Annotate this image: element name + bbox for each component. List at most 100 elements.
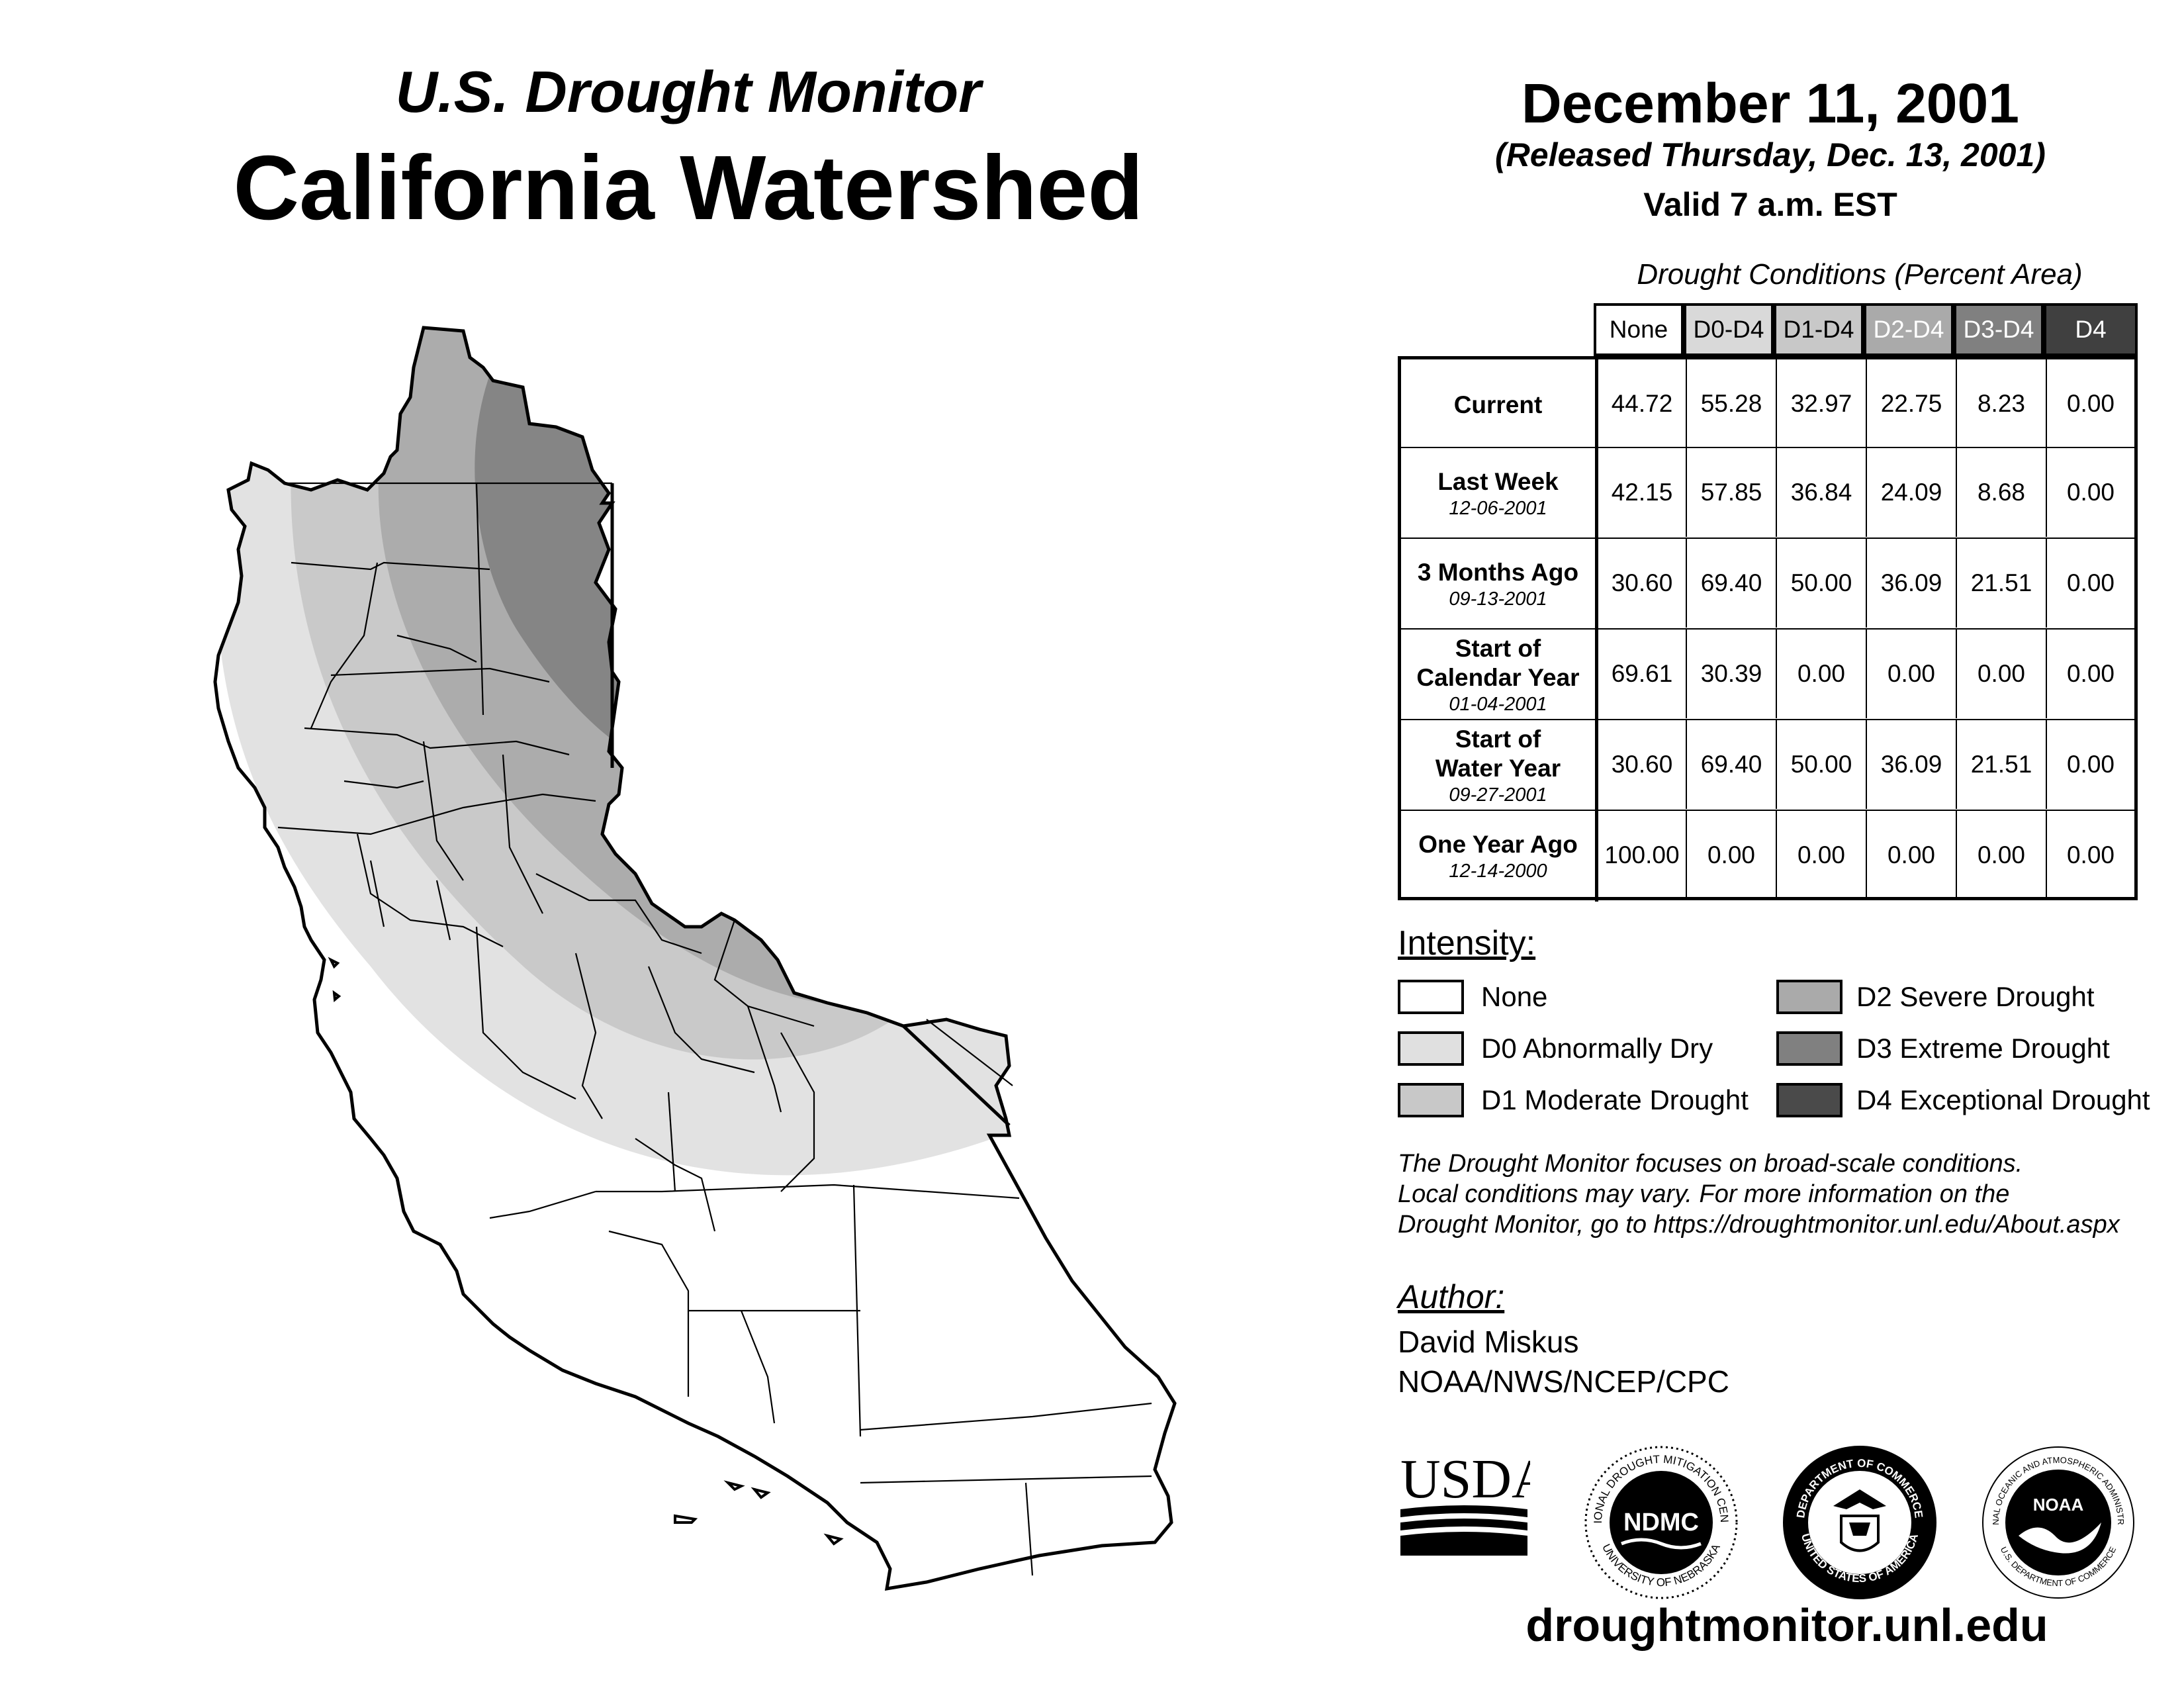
table-cell: 44.72 (1598, 359, 1687, 448)
legend-swatch-d4 (1776, 1083, 1843, 1117)
drought-shading (216, 328, 1175, 1176)
ndmc-logo: NATIONAL DROUGHT MITIGATION CENTER UNIVE… (1582, 1443, 1738, 1599)
row-label: Start of Water Year 09-27-2001 (1401, 720, 1598, 811)
table-cell: 0.00 (1777, 811, 1867, 900)
table-cell: 36.84 (1777, 448, 1867, 537)
author-heading: Author: (1398, 1278, 1505, 1315)
row-label-second-line: Water Year (1435, 754, 1561, 782)
table-row: Last Week 12-06-2001 42.15 57.85 36.84 24.09 8… (1398, 447, 2138, 539)
footer-url[interactable]: droughtmonitor.unl.edu (1525, 1599, 2048, 1651)
table-cell: 21.51 (1957, 539, 2047, 628)
legend-label-d0: D0 Abnormally Dry (1481, 1033, 1713, 1064)
table-row: Start of Water Year 09-27-2001 30.60 69.40 50… (1398, 719, 2138, 811)
table-cell: 32.97 (1777, 359, 1867, 448)
table-cell: 69.61 (1598, 630, 1687, 718)
table-cell: 0.00 (1687, 811, 1777, 900)
row-label-main: Start of (1455, 634, 1541, 662)
row-label: One Year Ago 12-14-2000 (1401, 811, 1598, 902)
table-cell: 8.23 (1957, 359, 2047, 448)
row-label: 3 Months Ago 09-13-2001 (1401, 539, 1598, 630)
author-name: David Miskus (1398, 1325, 1579, 1359)
legend-swatch-none (1398, 980, 1464, 1014)
table-cell: 0.00 (2066, 751, 2115, 778)
map-subtitle: U.S. Drought Monitor (395, 59, 981, 124)
row-label-second-line: Calendar Year (1416, 663, 1580, 691)
col-header-d2-d4: D2-D4 (1864, 303, 1954, 356)
channel-islands (328, 957, 844, 1546)
row-label-date: 12-14-2000 (1449, 860, 1547, 882)
row-label-date: 09-13-2001 (1449, 588, 1547, 610)
legend-label-d2: D2 Severe Drought (1856, 981, 2095, 1012)
table-cell: 30.39 (1687, 630, 1777, 718)
release-note: (Released Thursday, Dec. 13, 2001) (1495, 136, 2046, 173)
usda-logo-text: USDA (1400, 1448, 1530, 1510)
row-label-date: 12-06-2001 (1449, 497, 1547, 519)
table-cell: 50.00 (1777, 720, 1867, 809)
watershed-boundaries (277, 482, 1152, 1576)
table-cell: 8.68 (1957, 448, 2047, 537)
table-cell: 0.00 (1867, 811, 1957, 900)
note-line-1: The Drought Monitor focuses on broad-sca… (1398, 1150, 2023, 1178)
table-cell: 0.00 (2066, 660, 2115, 687)
row-label-main: Current (1453, 391, 1543, 418)
table-cell: 22.75 (1867, 359, 1957, 448)
table-cell: 30.60 (1598, 539, 1687, 628)
table-caption: Drought Conditions (Percent Area) (1637, 258, 2083, 291)
row-label-main: Last Week (1437, 467, 1559, 495)
note-line-3: Drought Monitor, go to https://droughtmo… (1398, 1211, 2120, 1239)
table-row: One Year Ago 12-14-2000 100.00 0.00 0.00 0.00… (1398, 810, 2138, 902)
row-label-main: Start of (1455, 725, 1541, 753)
legend-label-none: None (1481, 981, 1548, 1012)
disclaimer-note: The Drought Monitor focuses on broad-sca… (1398, 1149, 2159, 1240)
table-row: Current 44.72 55.28 32.97 22.75 8.23 0.00 (1398, 356, 2138, 450)
ndmc-logo-text: NDMC (1623, 1509, 1699, 1536)
row-label: Last Week 12-06-2001 (1401, 448, 1598, 539)
map-date: December 11, 2001 (1522, 72, 2019, 134)
table-cell: 0.00 (1777, 630, 1867, 718)
author-organization: NOAA/NWS/NCEP/CPC (1398, 1364, 1729, 1399)
usda-logo: USDA (1400, 1448, 1530, 1556)
table-cell: 36.09 (1867, 720, 1957, 809)
table-cell: 50.00 (1777, 539, 1867, 628)
col-header-d1-d4: D1-D4 (1774, 303, 1864, 356)
row-label-main: One Year Ago (1418, 830, 1578, 858)
row-label: Start of Calendar Year 01-04-2001 (1401, 630, 1598, 720)
legend-swatch-d0 (1398, 1031, 1464, 1066)
table-cell: 0.00 (2066, 479, 2115, 506)
california-watershed-map (199, 318, 1205, 1615)
valid-time: Valid 7 a.m. EST (1643, 186, 1897, 223)
col-header-d4: D4 (2044, 303, 2138, 356)
col-header-d3-d4: D3-D4 (1954, 303, 2044, 356)
table-cell: 100.00 (1598, 811, 1687, 900)
table-cell: 21.51 (1957, 720, 2047, 809)
table-cell: 0.00 (1867, 630, 1957, 718)
table-cell: 57.85 (1687, 448, 1777, 537)
noaa-logo: NATIONAL OCEANIC AND ATMOSPHERIC ADMINIS… (1979, 1443, 2134, 1599)
col-header-d0-d4: D0-D4 (1684, 303, 1774, 356)
table-cell: 24.09 (1867, 448, 1957, 537)
table-cell: 55.28 (1687, 359, 1777, 448)
state-border-line (610, 483, 1011, 1127)
legend-swatch-d2 (1776, 980, 1843, 1014)
table-row: 3 Months Ago 09-13-2001 30.60 69.40 50.00 36.… (1398, 538, 2138, 630)
table-cell: 0.00 (1957, 630, 2047, 718)
table-cell: 69.40 (1687, 539, 1777, 628)
department-of-commerce-seal: DEPARTMENT OF COMMERCE UNITED STATES OF … (1783, 1446, 1936, 1599)
legend-label-d4: D4 Exceptional Drought (1856, 1084, 2150, 1115)
row-label-date: 09-27-2001 (1449, 784, 1547, 806)
table-cell: 0.00 (2066, 390, 2115, 417)
row-label: Current (1401, 359, 1598, 450)
row-label-main: 3 Months Ago (1417, 558, 1579, 586)
table-cell: 42.15 (1598, 448, 1687, 537)
col-header-none: None (1594, 303, 1684, 356)
table-cell: 0.00 (2066, 841, 2115, 868)
table-cell: 69.40 (1687, 720, 1777, 809)
intensity-heading: Intensity: (1398, 924, 1536, 962)
legend-swatch-d1 (1398, 1083, 1464, 1117)
map-title: California Watershed (233, 137, 1144, 239)
table-cell: 30.60 (1598, 720, 1687, 809)
legend-label-d3: D3 Extreme Drought (1856, 1033, 2110, 1064)
legend-label-d1: D1 Moderate Drought (1481, 1084, 1749, 1115)
table-cell: 0.00 (2066, 569, 2115, 596)
note-line-2: Local conditions may vary. For more info… (1398, 1180, 2010, 1208)
